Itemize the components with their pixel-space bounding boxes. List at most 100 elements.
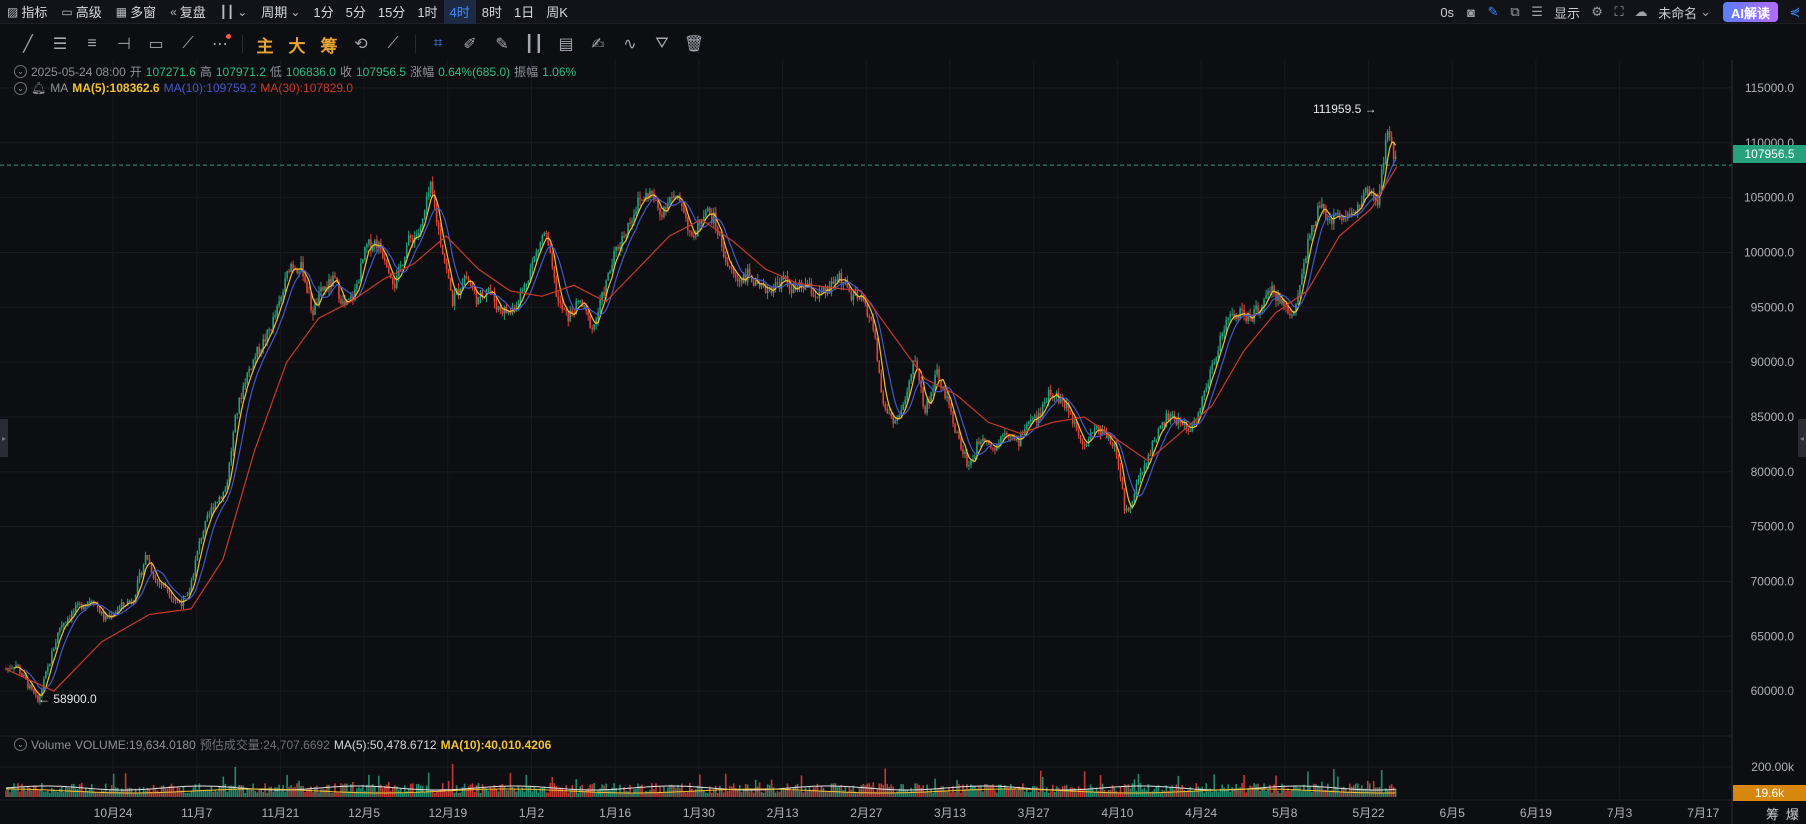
brush-stroke-icon[interactable]: ∿ [623,36,637,53]
candle-body [433,196,436,208]
ruler-icon[interactable]: ✐ [463,36,477,53]
bars-icon[interactable]: ┃┃ [524,36,544,53]
pen-icon[interactable]: ✎ [1487,4,1499,19]
fullscreen-icon[interactable]: ⛶ [1614,4,1624,19]
candle-body [270,329,272,331]
candle-body [204,520,207,532]
candle-body [242,386,245,399]
volume-bar [376,791,378,797]
cloud-icon[interactable]: ☁ [1634,4,1648,19]
volume-bar [1139,783,1142,797]
candle-body [864,300,867,305]
bell-icon[interactable]: 🔔︎ [31,81,47,95]
trash-icon[interactable]: 🗑 [683,36,705,53]
candle-body [184,596,187,598]
candle-body [90,601,93,603]
gear-icon[interactable]: ⚙ [1591,4,1603,19]
timeframe-4h[interactable]: 4时 [443,0,476,24]
timeframe-1w[interactable]: 周K [546,5,568,20]
chart-type-button[interactable]: ┃┃ ⌄ [213,0,255,24]
candle-body [956,431,958,434]
multi-window-button[interactable]: ▦ 多窗 [115,4,157,21]
candle-body [250,368,253,370]
candle-body [1020,434,1022,446]
volume-tick-label: 200.00k [1751,760,1795,774]
indicators-button[interactable]: ▨ 指标 [7,4,48,21]
collapse-icon[interactable]: ⌄ [14,65,27,78]
horizontal-lines-icon[interactable]: ☰ [52,36,68,53]
timeframe-1m[interactable]: 1分 [313,5,334,20]
period-dropdown[interactable]: 周期 ⌄ [261,4,301,21]
candle-body [55,642,57,650]
horizontal-ray-icon[interactable]: ⊣ [117,36,131,53]
measure-icon[interactable]: ⟋ [387,35,399,52]
volume-bar [226,791,229,797]
list-icon[interactable]: ☰ [1531,4,1543,19]
filter-icon[interactable]: ⛛ [655,35,669,52]
left-panel-toggle[interactable]: ▸ [0,419,8,457]
candle-body [752,281,755,287]
replay-button[interactable]: «复盘 [170,4,206,21]
volume-bar [687,791,689,797]
timeframe-15m[interactable]: 15分 [377,5,406,20]
big-order-button[interactable]: 大 [288,36,306,56]
volume-bar [1097,790,1100,797]
edit-icon[interactable]: ✍ [591,36,605,53]
share-icon[interactable]: ⋞ [1789,4,1801,19]
volume-bar [924,791,926,797]
volume-bar [282,784,284,797]
clipboard-icon[interactable]: ▤ [558,36,574,53]
chip-button[interactable]: 筹 [320,36,338,56]
candle-body [633,214,635,221]
magnet-icon[interactable]: ⌗ [433,35,443,52]
layout-name-dropdown[interactable]: 未命名 ⌄ [1658,4,1711,21]
volume-bar [5,790,7,797]
timeframe-5m[interactable]: 5分 [345,5,366,20]
volume-bar [1354,783,1357,797]
candle-body [310,293,312,311]
x-tick-label: 12月19 [428,806,467,820]
popout-icon[interactable]: ⧉ [1510,4,1520,19]
volume-bar [984,784,986,797]
right-panel-toggle[interactable]: ◂ [1798,419,1806,457]
trend-line-icon[interactable]: ╱ [23,36,33,53]
timeframe-8h[interactable]: 8时 [481,5,503,20]
compare-icon[interactable]: ⟲ [354,36,368,53]
main-indicator-button[interactable]: 主 [256,36,274,56]
volume-bar [1311,791,1313,797]
parallel-channel-icon[interactable]: ≡ [87,35,97,52]
candle-body [238,397,241,414]
candle-body [330,279,332,287]
candle-body [88,601,91,603]
volume-bar [1382,792,1385,797]
volume-bar [397,789,400,797]
x-tick-label: 7月3 [1607,806,1633,820]
advanced-button[interactable]: ▭ 高级 [61,4,102,21]
more-tools-icon[interactable]: ⋯ [204,30,236,58]
volume-bar [362,784,364,797]
rectangle-icon[interactable]: ▭ [148,36,164,53]
brush-icon[interactable]: ⟋ [182,35,194,52]
liquidation-corner-button[interactable]: 爆 [1786,807,1800,822]
candle-body [1139,472,1142,480]
timeframe-1d[interactable]: 1日 [514,5,535,20]
display-button[interactable]: 显示 [1554,5,1581,21]
candle-body [477,297,480,305]
candle-body [158,582,161,585]
camera-icon[interactable]: ◙ [1467,4,1475,20]
pencil-icon[interactable]: ✎ [495,36,509,53]
ma30-line [5,166,1398,692]
candle-body [1181,422,1184,426]
candle-body [1073,421,1076,424]
candle-body [493,292,496,303]
timeframe-1h[interactable]: 1时 [417,5,438,20]
collapse-icon[interactable]: ⌄ [14,738,27,751]
chip-corner-button[interactable]: 筹 [1766,807,1780,822]
ai-interpret-button[interactable]: AI解读 [1722,2,1778,22]
volume-bar [683,791,685,797]
candle-body [262,339,264,350]
collapse-icon[interactable]: ⌄ [14,81,27,95]
candle-body [264,339,266,342]
volume-bar [619,784,621,797]
